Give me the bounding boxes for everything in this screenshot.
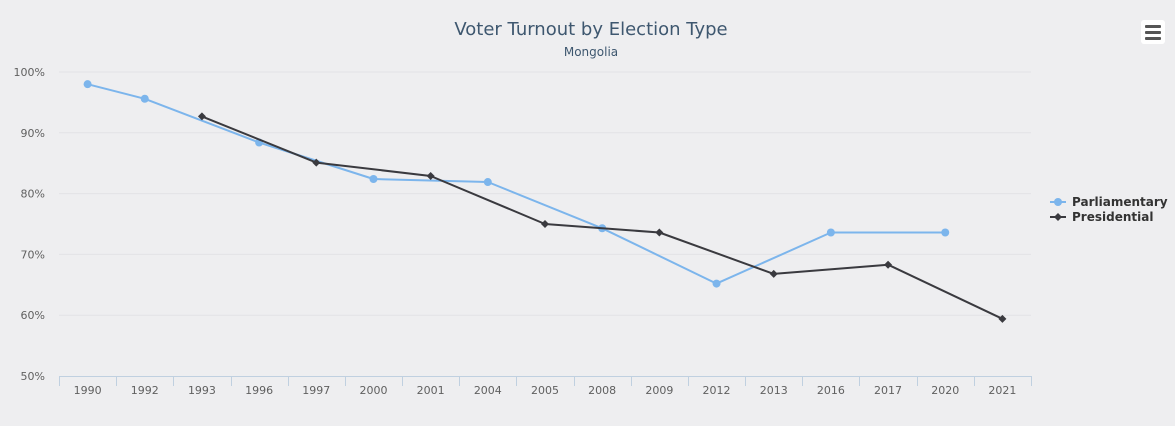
- x-tick-label: 2008: [588, 384, 616, 397]
- y-axis: 50% 60% 70% 80% 90% 100%: [14, 66, 45, 383]
- x-tick-label: 2020: [931, 384, 959, 397]
- series-group: [83, 80, 1007, 323]
- legend-marker-presidential: [1054, 213, 1062, 221]
- hamburger-menu-icon[interactable]: [1141, 20, 1165, 44]
- x-tick-label: 2004: [474, 384, 502, 397]
- x-tick-label: 2009: [645, 384, 673, 397]
- parliamentary-point: [712, 279, 721, 288]
- presidential-point: [655, 228, 664, 237]
- chart-subtitle: Mongolia: [564, 45, 618, 59]
- parliamentary-point: [483, 178, 492, 187]
- x-tick-label: 1997: [302, 384, 330, 397]
- legend-marker-parliamentary: [1054, 198, 1062, 206]
- y-tick-label: 90%: [21, 127, 45, 140]
- parliamentary-point: [83, 80, 92, 89]
- parliamentary-point: [369, 175, 378, 184]
- x-tick-label: 1992: [131, 384, 159, 397]
- y-tick-label: 50%: [21, 370, 45, 383]
- y-tick-label: 100%: [14, 66, 45, 79]
- legend-label-presidential: Presidential: [1072, 210, 1153, 224]
- y-tick-label: 60%: [21, 309, 45, 322]
- x-tick-label: 2000: [359, 384, 387, 397]
- presidential-point: [426, 171, 435, 180]
- presidential-point: [541, 220, 549, 228]
- y-tick-label: 80%: [21, 188, 45, 201]
- x-tick-label: 2016: [817, 384, 845, 397]
- parliamentary-point: [140, 94, 149, 103]
- presidential-point: [998, 314, 1007, 323]
- presidential-point: [769, 269, 778, 278]
- x-tick-label: 1996: [245, 384, 273, 397]
- legend-label-parliamentary: Parliamentary: [1072, 195, 1168, 209]
- x-tick-label: 2017: [874, 384, 902, 397]
- presidential-point: [884, 260, 893, 269]
- x-tick-label: 2013: [760, 384, 788, 397]
- parliamentary-line: [87, 83, 946, 285]
- x-tick-label: 2012: [703, 384, 731, 397]
- x-tick-label: 2001: [417, 384, 445, 397]
- x-tick-label: 2005: [531, 384, 559, 397]
- x-tick-label: 2021: [988, 384, 1016, 397]
- x-axis: 1990 1992 1993 1996 1997 2000 2001 2004 2005 2008…: [59, 376, 1032, 397]
- presidential-point: [312, 158, 321, 167]
- chart-title: Voter Turnout by Election Type: [454, 19, 727, 40]
- parliamentary-point: [941, 228, 950, 237]
- parliamentary-point: [826, 228, 835, 237]
- presidential-point: [197, 112, 206, 121]
- presidential-line: [201, 115, 1003, 320]
- x-tick-label: 1993: [188, 384, 216, 397]
- y-tick-label: 70%: [21, 248, 45, 261]
- grid-lines: [59, 71, 1031, 316]
- x-tick-label: 1990: [74, 384, 102, 397]
